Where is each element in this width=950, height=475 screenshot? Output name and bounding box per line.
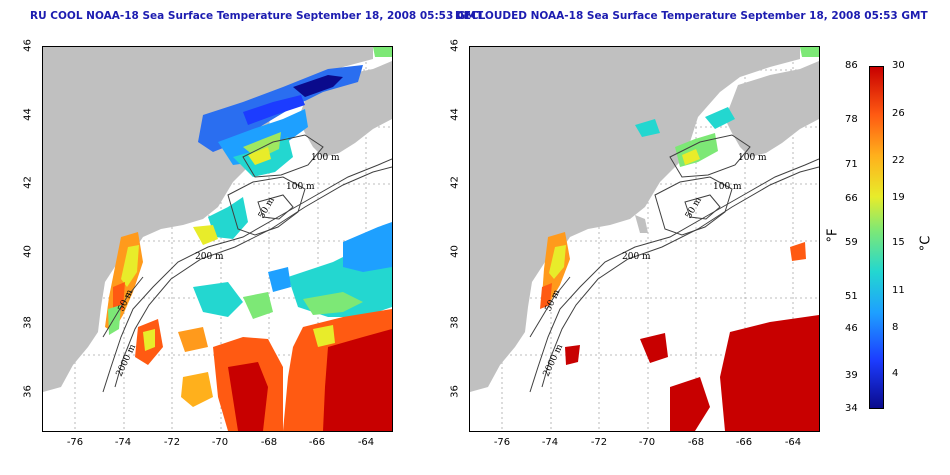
lon-tick: -70 [211, 437, 229, 448]
cape-cod [635, 215, 648, 233]
contour-label: 100 m [738, 153, 767, 163]
contour-label: 2000 m [115, 343, 139, 379]
lon-tick: -68 [260, 437, 278, 448]
contour-label: 100 m [713, 182, 742, 192]
lat-tick: 44 [22, 108, 34, 121]
contour-label: 200 m [622, 252, 651, 262]
sst-patches [105, 47, 392, 431]
land-mass [43, 47, 373, 392]
sst-map-raw-canvas: 100 m 100 m 50 m 200 m 50 m 2000 m [43, 47, 392, 431]
contour-label: 100 m [286, 182, 315, 192]
contour-label: 100 m [311, 153, 340, 163]
lon-tick: -66 [735, 437, 753, 448]
lon-tick: -66 [308, 437, 326, 448]
lat-tick: 38 [449, 316, 461, 329]
fahrenheit-tick: 51 [845, 291, 858, 302]
lon-tick: -76 [493, 437, 511, 448]
title-right: DECLOUDED NOAA-18 Sea Surface Temperatur… [455, 10, 928, 22]
sst-map-declouded: 100 m 100 m 50 m 200 m 50 m 2000 m [469, 46, 820, 432]
contour-label: 200 m [195, 252, 224, 262]
celsius-unit-label: °C [918, 235, 934, 252]
fahrenheit-tick: 78 [845, 114, 858, 125]
lat-tick: 36 [22, 385, 34, 398]
sst-map-raw: 100 m 100 m 50 m 200 m 50 m 2000 m [42, 46, 393, 432]
bathymetry-contours [529, 134, 819, 393]
fahrenheit-tick: 66 [845, 193, 858, 204]
lon-tick: -64 [357, 437, 375, 448]
fahrenheit-tick: 86 [845, 60, 858, 71]
lat-tick: 44 [449, 108, 461, 121]
sst-patches [540, 47, 819, 431]
land-mass [470, 47, 800, 392]
fahrenheit-tick: 71 [845, 159, 858, 170]
lat-tick: 42 [449, 176, 461, 189]
celsius-tick: 8 [892, 322, 899, 333]
lat-tick: 40 [22, 245, 34, 258]
lon-tick: -70 [638, 437, 656, 448]
fahrenheit-tick: 34 [845, 403, 858, 414]
title-left: RU COOL NOAA-18 Sea Surface Temperature … [30, 10, 484, 22]
lat-tick: 46 [449, 39, 461, 52]
sst-map-declouded-canvas: 100 m 100 m 50 m 200 m 50 m 2000 m [470, 47, 819, 431]
celsius-tick: 19 [892, 192, 905, 203]
lat-tick: 40 [449, 245, 461, 258]
lon-tick: -68 [687, 437, 705, 448]
lat-tick: 36 [449, 385, 461, 398]
lon-tick: -64 [784, 437, 802, 448]
lat-tick: 42 [22, 176, 34, 189]
fahrenheit-tick: 39 [845, 370, 858, 381]
temperature-colorbar [869, 66, 884, 409]
lon-tick: -74 [541, 437, 559, 448]
celsius-tick: 30 [892, 60, 905, 71]
celsius-tick: 4 [892, 368, 899, 379]
celsius-tick: 22 [892, 155, 905, 166]
nova-scotia [725, 61, 819, 157]
lat-tick: 38 [22, 316, 34, 329]
contour-label: 2000 m [542, 343, 566, 379]
lon-tick: -72 [163, 437, 181, 448]
celsius-tick: 11 [892, 285, 905, 296]
bathymetry-contours [102, 134, 392, 393]
celsius-tick: 26 [892, 108, 905, 119]
fahrenheit-tick: 46 [845, 323, 858, 334]
lon-tick: -74 [114, 437, 132, 448]
lat-tick: 46 [22, 39, 34, 52]
lon-tick: -72 [590, 437, 608, 448]
fahrenheit-unit-label: °F [825, 228, 841, 243]
lon-tick: -76 [66, 437, 84, 448]
fahrenheit-tick: 59 [845, 237, 858, 248]
celsius-tick: 15 [892, 237, 905, 248]
